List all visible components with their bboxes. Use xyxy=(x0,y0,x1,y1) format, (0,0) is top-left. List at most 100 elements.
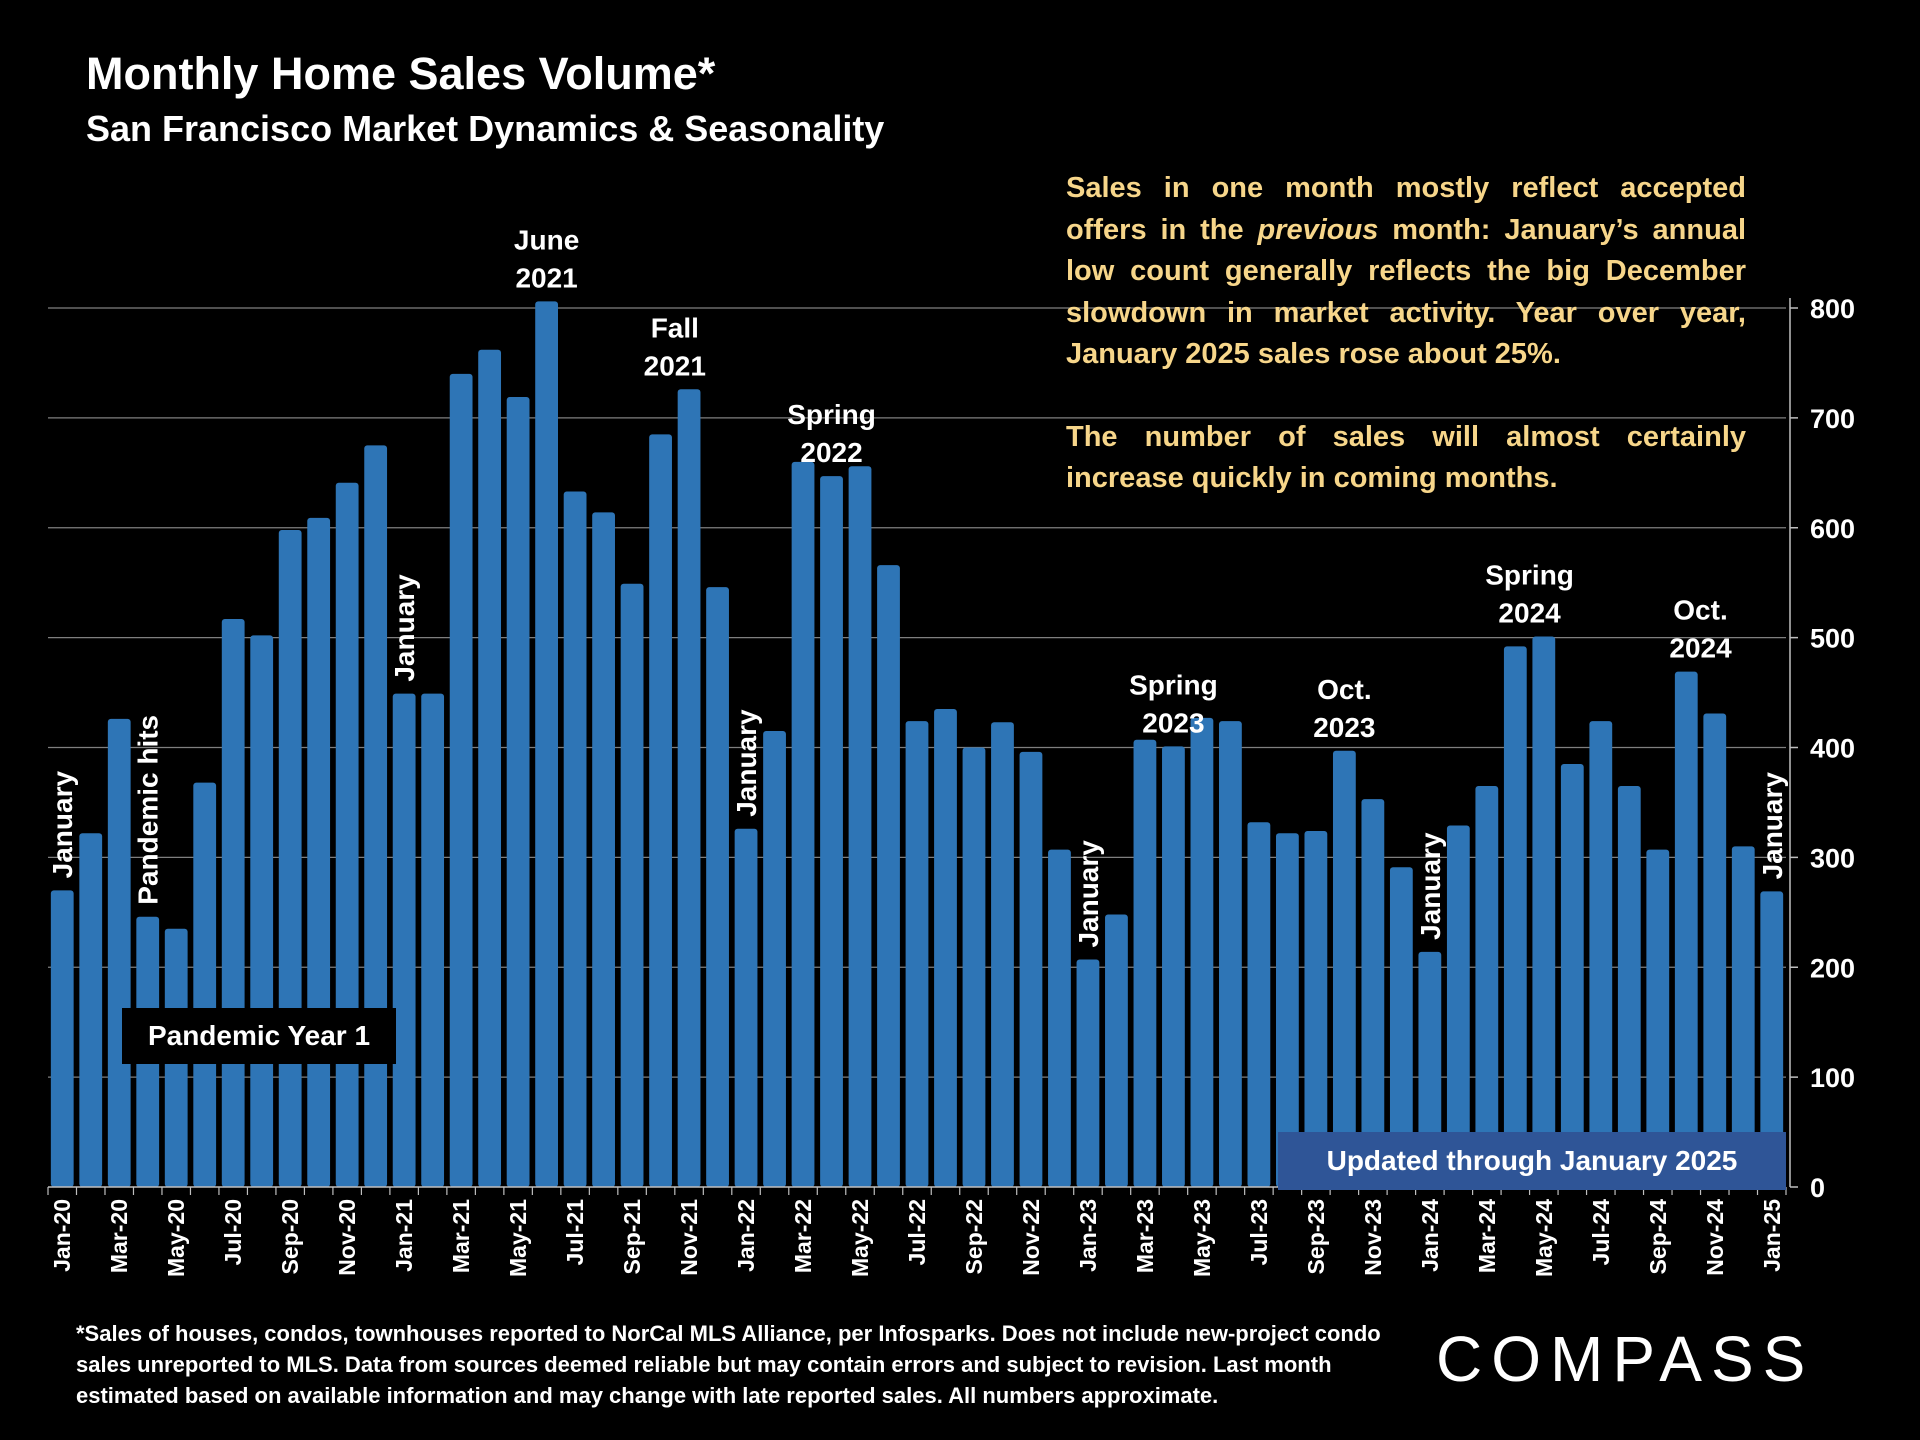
bar-Oct-24 xyxy=(1674,671,1698,1187)
annotation-label: January xyxy=(47,771,78,879)
x-tick-label: May-24 xyxy=(1531,1199,1557,1277)
y-tick-label: 700 xyxy=(1810,404,1855,434)
bar-Jan-21 xyxy=(392,693,416,1187)
x-tick-label: Sep-20 xyxy=(277,1199,303,1274)
x-tick-label: Jan-20 xyxy=(49,1199,75,1272)
bar-Feb-24 xyxy=(1446,825,1470,1187)
x-axis: Jan-20 Mar-20 May-20 Jul-20 Sep-20 Nov-20 Jan-… xyxy=(47,1186,1787,1277)
annotation-label: 2023 xyxy=(1142,707,1204,738)
bar-Oct-21 xyxy=(649,434,672,1187)
annotations: January Pandemic hits January June 2021 Fall 2… xyxy=(47,224,1788,947)
x-tick-label: May-23 xyxy=(1189,1199,1215,1277)
bar-Aug-21 xyxy=(592,512,615,1187)
annotation-label: Oct. xyxy=(1317,674,1371,705)
note-paragraph-2: The number of sales will almost certainl… xyxy=(1066,420,1746,495)
x-tick-label: May-22 xyxy=(847,1199,873,1277)
bar-Aug-22 xyxy=(934,709,957,1187)
bar-Sep-21 xyxy=(620,583,644,1187)
y-tick-label: 0 xyxy=(1810,1173,1825,1203)
bar-Oct-22 xyxy=(991,722,1014,1187)
bar-Aug-24 xyxy=(1617,785,1641,1187)
bar-Jul-20 xyxy=(221,618,245,1187)
annotation-label: Pandemic hits xyxy=(133,715,164,905)
annotation-label: 2024 xyxy=(1669,633,1732,664)
annotation-label: 2021 xyxy=(515,262,577,293)
x-tick-label: Sep-22 xyxy=(961,1199,987,1274)
bar-Nov-24 xyxy=(1703,713,1727,1187)
annotation-label: January xyxy=(1073,840,1104,948)
bar-Sep-23 xyxy=(1304,831,1328,1187)
bar-Jun-22 xyxy=(877,565,900,1187)
y-tick-label: 200 xyxy=(1810,953,1855,983)
chart-subtitle: San Francisco Market Dynamics & Seasonal… xyxy=(86,108,885,149)
annotation-label: Spring xyxy=(1129,669,1218,700)
annotation-label: June xyxy=(514,224,579,255)
x-tick-label: Jan-22 xyxy=(733,1199,759,1272)
bar-May-22 xyxy=(848,466,872,1188)
x-tick-label: Sep-24 xyxy=(1645,1199,1671,1275)
y-axis: 0 100 200 300 400 500 600 700 800 xyxy=(1789,294,1855,1203)
annotation-label: 2021 xyxy=(644,350,706,381)
note-text-1c: month: January’s annual low count genera… xyxy=(1066,213,1746,371)
annotation-label: Spring xyxy=(1485,560,1574,591)
bar-Dec-21 xyxy=(706,587,729,1187)
bar-Mar-24 xyxy=(1475,785,1499,1187)
compass-logo: COMPASS xyxy=(1436,1323,1815,1395)
bar-Dec-20 xyxy=(364,445,388,1187)
bar-Dec-23 xyxy=(1389,867,1413,1187)
x-tick-label: Nov-21 xyxy=(676,1199,702,1276)
y-tick-label: 100 xyxy=(1810,1063,1855,1093)
x-tick-label: Jan-25 xyxy=(1759,1199,1785,1272)
bar-Jun-23 xyxy=(1219,721,1242,1187)
bar-Apr-24 xyxy=(1503,646,1527,1187)
annotation-label: January xyxy=(1757,772,1788,880)
bar-Jan-25 xyxy=(1760,891,1784,1187)
bar-Jan-24 xyxy=(1418,951,1442,1187)
x-tick-label: Mar-21 xyxy=(448,1199,474,1273)
y-tick-label: 500 xyxy=(1810,624,1855,654)
x-tick-label: Nov-23 xyxy=(1360,1199,1386,1276)
x-tick-label: Jan-24 xyxy=(1417,1199,1443,1272)
bar-Mar-21 xyxy=(449,373,473,1187)
bar-Nov-21 xyxy=(677,389,701,1187)
bar-May-24 xyxy=(1532,636,1556,1187)
x-tick-label: Mar-24 xyxy=(1474,1199,1500,1273)
bar-Feb-22 xyxy=(763,731,786,1187)
x-tick-label: Jul-20 xyxy=(220,1199,246,1265)
y-tick-label: 600 xyxy=(1810,514,1855,544)
note-paragraph-1: Sales in one month mostly reflect accept… xyxy=(1066,168,1746,376)
annotation-label: Fall xyxy=(651,312,699,343)
bar-Jul-21 xyxy=(563,491,587,1188)
bar-Oct-20 xyxy=(307,517,331,1187)
bar-Sep-20 xyxy=(278,529,302,1187)
x-tick-label: Jan-23 xyxy=(1075,1199,1101,1272)
bar-Jul-22 xyxy=(905,721,929,1187)
annotation-label: 2024 xyxy=(1498,598,1561,629)
bar-Jul-23 xyxy=(1247,822,1271,1187)
footnote: *Sales of houses, condos, townhouses rep… xyxy=(76,1321,1381,1408)
x-tick-label: Sep-21 xyxy=(619,1199,645,1275)
bar-Sep-24 xyxy=(1646,849,1670,1187)
annotation-label: January xyxy=(731,709,762,817)
x-tick-label: Sep-23 xyxy=(1303,1199,1329,1274)
x-tick-label: May-20 xyxy=(163,1199,189,1277)
x-tick-label: Jul-23 xyxy=(1246,1199,1272,1265)
bar-Jun-24 xyxy=(1560,763,1584,1187)
x-tick-label: Mar-22 xyxy=(790,1199,816,1273)
x-tick-label: Jul-21 xyxy=(562,1199,588,1266)
note-text-1b: previous xyxy=(1257,213,1379,246)
x-tick-label: Nov-20 xyxy=(334,1199,360,1276)
bar-Jun-20 xyxy=(193,782,217,1187)
bar-Sep-22 xyxy=(962,747,986,1187)
bar-Jul-24 xyxy=(1589,721,1613,1187)
bar-Apr-22 xyxy=(820,476,843,1187)
bar-Jan-23 xyxy=(1076,959,1100,1187)
bar-Aug-23 xyxy=(1275,833,1299,1187)
x-tick-label: Mar-23 xyxy=(1132,1199,1158,1273)
bar-May-23 xyxy=(1190,717,1214,1187)
bar-Jan-20 xyxy=(50,890,74,1187)
pandemic-year-label: Pandemic Year 1 xyxy=(122,1008,396,1064)
bar-Jun-21 xyxy=(535,301,559,1188)
bar-Feb-21 xyxy=(421,693,445,1187)
bar-Mar-22 xyxy=(791,461,815,1187)
